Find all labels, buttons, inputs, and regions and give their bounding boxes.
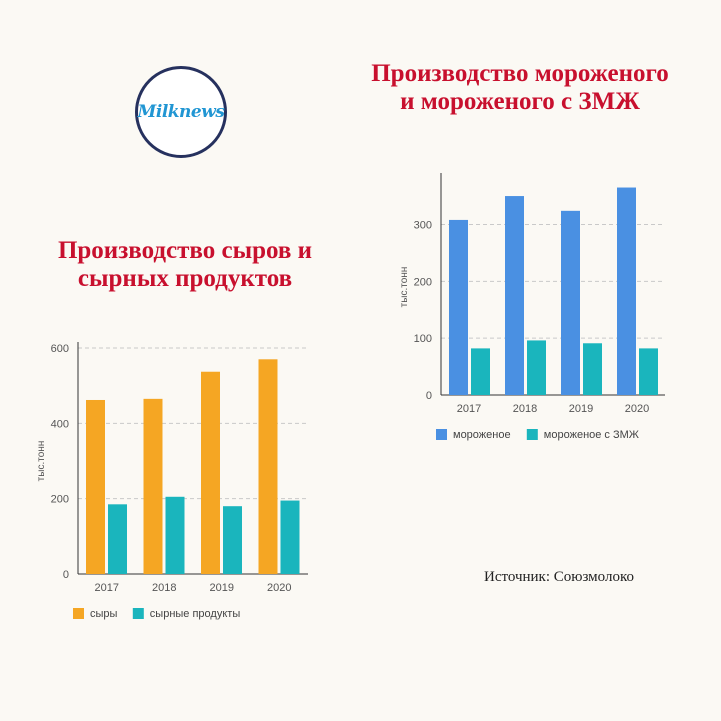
cheese-legend-swatch bbox=[132, 608, 144, 619]
ice-cream-y-tick-label: 100 bbox=[414, 333, 432, 345]
cheese-y-tick-label: 400 bbox=[51, 418, 69, 430]
ice-cream-bar-secondary-2020 bbox=[639, 348, 658, 395]
ice-cream-x-tick-label: 2017 bbox=[457, 403, 481, 415]
milknews-logo: Milknews bbox=[135, 66, 227, 158]
ice-cream-x-tick-label: 2020 bbox=[625, 403, 649, 415]
cheese-legend-label: сыры bbox=[90, 608, 118, 620]
ice-cream-bar-secondary-2019 bbox=[583, 343, 602, 395]
ice-cream-legend-swatch bbox=[436, 429, 447, 440]
cheese-bar-main-2018 bbox=[143, 398, 163, 574]
ice-cream-y-tick-label: 200 bbox=[414, 276, 432, 288]
cheese-bar-secondary-2018 bbox=[165, 496, 185, 574]
ice-cream-bar-main-2017 bbox=[449, 219, 468, 395]
ice-cream-legend-swatch bbox=[526, 429, 538, 440]
cheese-x-tick-label: 2018 bbox=[152, 582, 176, 594]
cheese-bar-secondary-2017 bbox=[108, 504, 127, 574]
cheese-y-axis-label: тыс.тонн bbox=[36, 441, 47, 482]
ice-cream-y-tick-label: 0 bbox=[426, 390, 432, 402]
ice-cream-x-tick-label: 2018 bbox=[513, 403, 537, 415]
cheese-y-tick-label: 200 bbox=[51, 494, 69, 506]
cheese-bar-main-2019 bbox=[201, 371, 220, 574]
ice-cream-x-tick-label: 2019 bbox=[569, 403, 593, 415]
cheese-y-tick-label: 600 bbox=[51, 343, 69, 355]
cheese-y-tick-label: 0 bbox=[63, 569, 69, 581]
cheese-x-tick-label: 2020 bbox=[267, 582, 291, 594]
ice-cream-legend-label: мороженое bbox=[453, 429, 511, 441]
cheese-bar-secondary-2020 bbox=[280, 500, 300, 574]
ice-cream-y-tick-label: 300 bbox=[414, 219, 432, 231]
ice-cream-chart: 0 100 200 300 тыс.тонн 2017 2018 2019 2020 мороже… bbox=[399, 173, 665, 441]
ice-cream-chart-title: Производство мороженого и мороженого с З… bbox=[371, 60, 669, 115]
cheese-bar-main-2020 bbox=[258, 359, 278, 574]
cheese-chart: 0 200 400 600 тыс.тонн 2017 2018 2019 2020 сыры сы… bbox=[36, 342, 308, 620]
cheese-x-tick-label: 2019 bbox=[210, 582, 234, 594]
ice-cream-y-axis-label: тыс.тонн bbox=[399, 267, 410, 308]
source-note: Источник: Союзмолоко bbox=[484, 569, 634, 585]
cheese-legend-swatch bbox=[73, 608, 84, 619]
ice-cream-bar-secondary-2018 bbox=[527, 340, 546, 395]
logo-text: Milknews bbox=[137, 102, 225, 122]
cheese-chart-title: Производство сыров и сырных продуктов bbox=[57, 237, 313, 292]
ice-cream-bar-main-2018 bbox=[505, 196, 524, 395]
cheese-bar-secondary-2019 bbox=[223, 506, 242, 574]
cheese-bar-main-2017 bbox=[86, 399, 105, 574]
cheese-x-tick-label: 2017 bbox=[95, 582, 119, 594]
ice-cream-bar-secondary-2017 bbox=[471, 348, 490, 395]
ice-cream-legend-label: мороженое с ЗМЖ bbox=[544, 429, 639, 441]
cheese-legend-label: сырные продукты bbox=[150, 608, 241, 620]
ice-cream-bar-main-2020 bbox=[617, 187, 636, 395]
ice-cream-bar-main-2019 bbox=[561, 210, 580, 395]
